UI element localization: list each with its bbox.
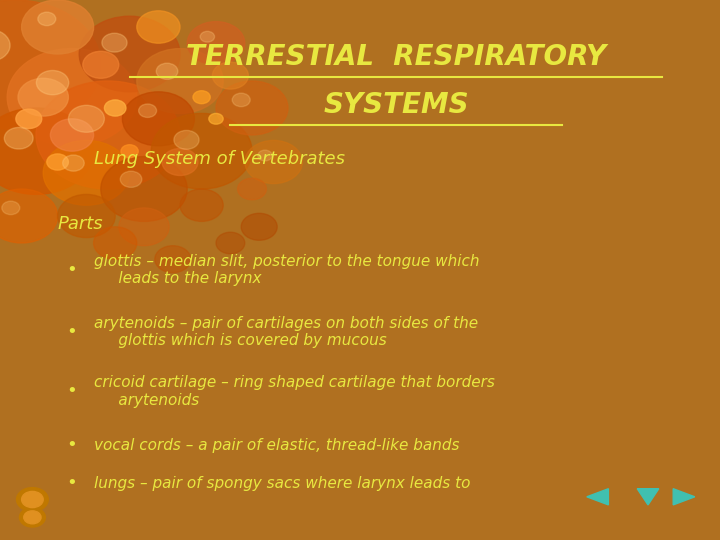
Text: glottis – median slit, posterior to the tongue which
     leads to the larynx: glottis – median slit, posterior to the … — [94, 254, 479, 286]
Circle shape — [0, 189, 58, 243]
Polygon shape — [587, 489, 608, 505]
Circle shape — [22, 0, 94, 54]
Circle shape — [156, 63, 178, 79]
Text: •: • — [67, 261, 77, 279]
Circle shape — [187, 22, 245, 65]
Circle shape — [119, 208, 169, 246]
Circle shape — [1, 201, 19, 214]
Circle shape — [68, 105, 104, 132]
Circle shape — [36, 81, 180, 189]
Circle shape — [22, 491, 43, 508]
Text: arytenoids – pair of cartilages on both sides of the
     glottis which is cover: arytenoids – pair of cartilages on both … — [94, 316, 478, 348]
Circle shape — [101, 157, 187, 221]
Circle shape — [0, 108, 94, 194]
Circle shape — [139, 104, 157, 117]
Circle shape — [121, 145, 138, 158]
Circle shape — [241, 213, 277, 240]
Circle shape — [0, 29, 10, 62]
Circle shape — [17, 488, 48, 511]
Circle shape — [63, 155, 84, 171]
Circle shape — [216, 232, 245, 254]
Circle shape — [212, 62, 248, 89]
Circle shape — [18, 78, 68, 116]
Circle shape — [24, 511, 41, 524]
Circle shape — [37, 71, 69, 95]
Circle shape — [180, 189, 223, 221]
Text: •: • — [67, 436, 77, 455]
Circle shape — [94, 227, 137, 259]
Circle shape — [83, 51, 119, 78]
Text: SYSTEMS: SYSTEMS — [323, 91, 469, 119]
Circle shape — [162, 148, 198, 176]
Circle shape — [216, 81, 288, 135]
Text: •: • — [67, 382, 77, 401]
Circle shape — [7, 49, 137, 146]
Circle shape — [102, 33, 127, 52]
Circle shape — [238, 178, 266, 200]
Circle shape — [58, 194, 115, 238]
Polygon shape — [637, 489, 659, 505]
Circle shape — [151, 113, 252, 189]
Circle shape — [245, 140, 302, 184]
Circle shape — [16, 109, 42, 129]
Circle shape — [120, 171, 142, 187]
Circle shape — [209, 113, 223, 124]
Text: •: • — [67, 323, 77, 341]
Circle shape — [19, 508, 45, 527]
Circle shape — [193, 91, 210, 104]
Circle shape — [155, 246, 191, 273]
Text: vocal cords – a pair of elastic, thread-like bands: vocal cords – a pair of elastic, thread-… — [94, 438, 459, 453]
Circle shape — [43, 140, 130, 205]
Circle shape — [200, 31, 215, 42]
Text: cricoid cartilage – ring shaped cartilage that borders
     arytenoids: cricoid cartilage – ring shaped cartilag… — [94, 375, 495, 408]
Circle shape — [50, 119, 94, 151]
Circle shape — [174, 131, 199, 149]
Circle shape — [104, 100, 126, 116]
Polygon shape — [673, 489, 695, 505]
Circle shape — [258, 150, 272, 161]
Text: TERRESTIAL  RESPIRATORY: TERRESTIAL RESPIRATORY — [186, 43, 606, 71]
Circle shape — [137, 11, 180, 43]
Circle shape — [0, 0, 101, 130]
Circle shape — [79, 16, 180, 92]
Circle shape — [47, 154, 68, 170]
Text: •: • — [67, 474, 77, 492]
Circle shape — [122, 92, 194, 146]
Text: lungs – pair of spongy sacs where larynx leads to: lungs – pair of spongy sacs where larynx… — [94, 476, 470, 491]
Text: Lung System of Vertebrates: Lung System of Vertebrates — [94, 150, 345, 168]
Circle shape — [38, 12, 56, 25]
Circle shape — [137, 49, 223, 113]
Circle shape — [4, 127, 33, 149]
Text: Parts: Parts — [58, 215, 103, 233]
Circle shape — [232, 93, 251, 106]
